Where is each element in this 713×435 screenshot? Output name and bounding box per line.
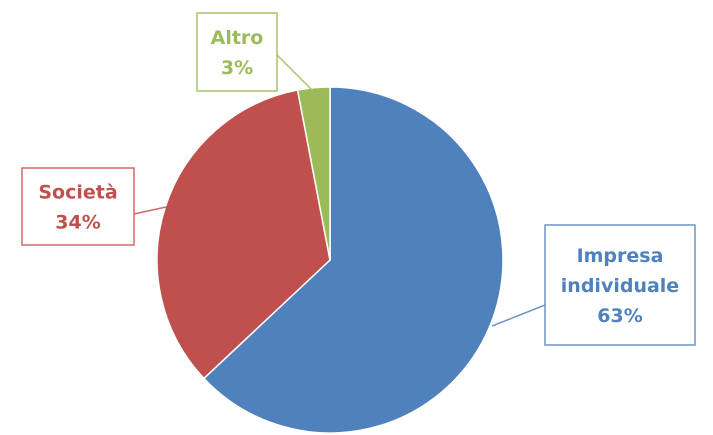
leader-line	[491, 304, 546, 327]
leader-lines	[133, 54, 546, 327]
data-label-value: 63%	[597, 305, 642, 327]
data-label-value: 34%	[55, 212, 100, 234]
leader-line	[133, 206, 167, 215]
callout-box	[196, 12, 278, 92]
data-label-callouts: Impresa individuale 63% Società 34% Altro 3%	[21, 12, 696, 346]
callout-box	[544, 224, 696, 346]
pie-slice-impresa-individuale	[202, 86, 504, 434]
data-label-category: Altro	[211, 27, 264, 49]
callout-box	[21, 167, 135, 246]
leader-line	[276, 54, 314, 92]
pie-slice-altro	[296, 86, 331, 261]
data-label-value: 3%	[221, 57, 253, 79]
data-label-category: individuale	[561, 275, 679, 297]
pie-slices	[156, 86, 504, 434]
data-label-category: Società	[38, 182, 117, 204]
data-label-category: Impresa	[577, 245, 664, 267]
